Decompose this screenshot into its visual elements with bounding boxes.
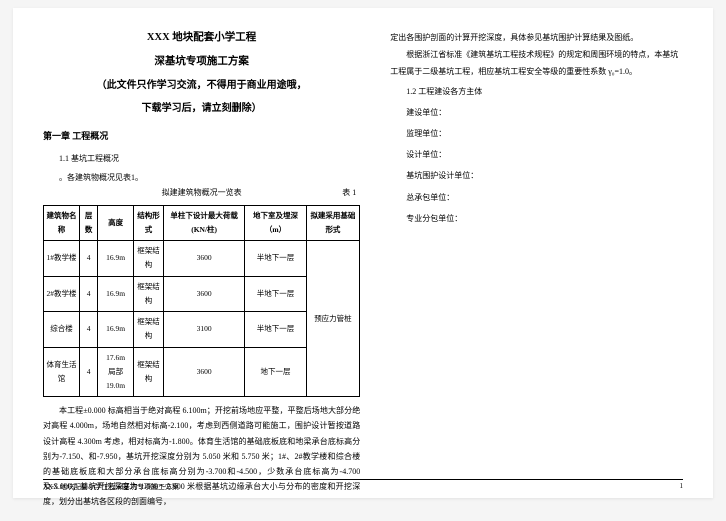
notice-line-1: （此文件只作学习交流，不得用于商业用途哦， bbox=[43, 76, 360, 95]
title-block: XXX 地块配套小学工程 深基坑专项施工方案 （此文件只作学习交流，不得用于商业… bbox=[43, 28, 360, 118]
footer-page-number: 1 bbox=[680, 482, 684, 492]
section-1-1: 1.1 基坑工程概况 bbox=[59, 151, 360, 166]
table-title: 拟建建筑物概况一览表 bbox=[162, 188, 242, 197]
document-page: XXX 地块配套小学工程 深基坑专项施工方案 （此文件只作学习交流，不得用于商业… bbox=[13, 8, 713, 498]
chapter-heading: 第一章 工程概况 bbox=[43, 128, 360, 145]
th-load: 单柱下设计最大荷载(KN/柱) bbox=[163, 205, 244, 241]
subtitle: 深基坑专项施工方案 bbox=[43, 52, 360, 72]
right-para-1: 定出各围护剖面的计算开挖深度，具体参见基坑围护计算结果及图纸。 bbox=[390, 30, 683, 45]
notice-line-2: 下载学习后，请立刻删除） bbox=[43, 99, 360, 118]
page-footer: XXX 地块配套小学工程深基坑专项施工方案 1 bbox=[43, 479, 683, 492]
label-pit-designer: 基坑围护设计单位： bbox=[406, 168, 683, 183]
label-subcontractor: 专业分包单位： bbox=[406, 211, 683, 226]
th-basement: 地下室及埋深（m） bbox=[245, 205, 306, 241]
right-para-3: 工程属于二级基坑工程，相应基坑工程安全等级的重要性系数 γ₀=1.0。 bbox=[390, 64, 683, 79]
table-header-row: 建筑物名称 层数 高度 结构形式 单柱下设计最大荷载(KN/柱) 地下室及埋深（… bbox=[44, 205, 360, 241]
merged-foundation-cell: 预应力管桩 bbox=[306, 241, 360, 397]
th-name: 建筑物名称 bbox=[44, 205, 80, 241]
th-structure: 结构形式 bbox=[133, 205, 163, 241]
table-body: 1#教学楼 4 16.9m 框架结构 3600 半地下一层 预应力管桩 2#教学… bbox=[44, 241, 360, 397]
project-title: XXX 地块配套小学工程 bbox=[43, 28, 360, 48]
right-para-2: 根据浙江省标准《建筑基坑工程技术规程》的规定和周围环境的特点，本基坑 bbox=[390, 47, 683, 62]
left-column: XXX 地块配套小学工程 深基坑专项施工方案 （此文件只作学习交流，不得用于商业… bbox=[43, 28, 360, 494]
table-number: 表 1 bbox=[342, 185, 356, 200]
th-foundation: 拟建采用基础形式 bbox=[306, 205, 360, 241]
th-floors: 层数 bbox=[79, 205, 97, 241]
th-height: 高度 bbox=[98, 205, 134, 241]
label-designer: 设计单位： bbox=[406, 147, 683, 162]
body-paragraph: 本工程±0.000 标高相当于绝对高程 6.100m；开挖前场地应平整，平整后场… bbox=[43, 403, 360, 509]
building-table: 建筑物名称 层数 高度 结构形式 单柱下设计最大荷载(KN/柱) 地下室及埋深（… bbox=[43, 205, 360, 398]
label-supervisor: 监理单位： bbox=[406, 126, 683, 141]
label-builder: 建设单位： bbox=[406, 105, 683, 120]
label-contractor: 总承包单位： bbox=[406, 190, 683, 205]
footer-left: XXX 地块配套小学工程深基坑专项施工方案 bbox=[43, 482, 179, 492]
section-1-1-para: 。各建筑物概况见表1。 bbox=[43, 170, 360, 185]
table-row: 1#教学楼 4 16.9m 框架结构 3600 半地下一层 预应力管桩 bbox=[44, 241, 360, 277]
right-column: 定出各围护剖面的计算开挖深度，具体参见基坑围护计算结果及图纸。 根据浙江省标准《… bbox=[390, 28, 683, 494]
section-1-2: 1.2 工程建设各方主体 bbox=[406, 84, 683, 99]
table-caption: 拟建建筑物概况一览表 表 1 bbox=[43, 185, 360, 200]
